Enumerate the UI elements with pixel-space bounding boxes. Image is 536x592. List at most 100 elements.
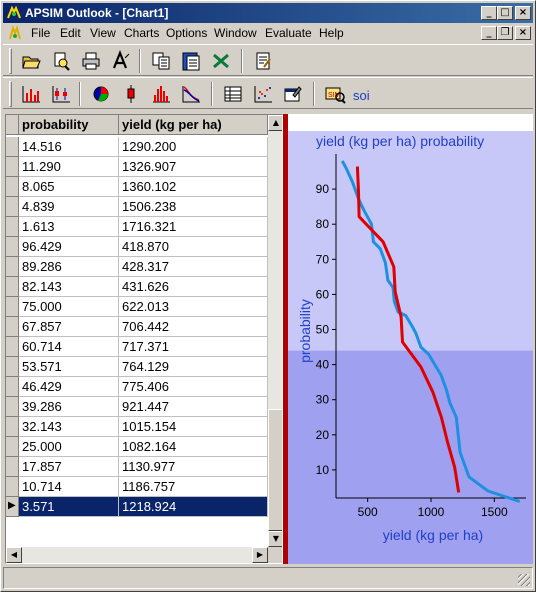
cell-yield[interactable]: 1015.154 <box>119 417 268 437</box>
cell-yield[interactable]: 1290.200 <box>119 137 268 157</box>
histogram-button[interactable] <box>149 82 173 106</box>
menu-file[interactable]: File <box>31 26 51 40</box>
table-row[interactable]: 11.290 1326.907 <box>6 157 268 177</box>
row-header[interactable] <box>6 357 19 377</box>
cell-yield[interactable]: 706.442 <box>119 317 268 337</box>
cell-yield[interactable]: 431.626 <box>119 277 268 297</box>
cell-yield[interactable]: 1082.164 <box>119 437 268 457</box>
cell-yield[interactable]: 1130.977 <box>119 457 268 477</box>
table-row[interactable]: 8.065 1360.102 <box>6 177 268 197</box>
cell-yield[interactable]: 1326.907 <box>119 157 268 177</box>
column-header-yield[interactable]: yield (kg per ha) <box>119 115 268 135</box>
cell-probability[interactable]: 53.571 <box>19 357 119 377</box>
cell-probability[interactable]: 75.000 <box>19 297 119 317</box>
row-header[interactable] <box>6 377 19 397</box>
cell-probability[interactable]: 89.286 <box>19 257 119 277</box>
table-row[interactable]: 53.571 764.129 <box>6 357 268 377</box>
menu-evaluate[interactable]: Evaluate <box>265 26 312 40</box>
cell-probability[interactable]: 25.000 <box>19 437 119 457</box>
close-button[interactable]: × <box>515 6 531 20</box>
cell-probability[interactable]: 46.429 <box>19 377 119 397</box>
cell-yield[interactable]: 1186.757 <box>119 477 268 497</box>
horizontal-scrollbar[interactable]: ◀ ▶ <box>6 547 268 563</box>
notes-button[interactable] <box>251 49 275 73</box>
menu-charts[interactable]: Charts <box>124 26 160 40</box>
copy-button[interactable] <box>149 49 173 73</box>
table-row[interactable]: 67.857 706.442 <box>6 317 268 337</box>
table-row[interactable]: 32.143 1015.154 <box>6 417 268 437</box>
table-row[interactable]: 1.613 1716.321 <box>6 217 268 237</box>
cell-probability[interactable]: 8.065 <box>19 177 119 197</box>
row-header[interactable] <box>6 237 19 257</box>
title-bar[interactable]: APSIM Outlook - [Chart1] _ □ × <box>3 3 533 23</box>
scroll-right-button[interactable]: ▶ <box>252 547 268 563</box>
table-row[interactable]: ▶ 3.571 1218.924 <box>6 497 268 517</box>
menu-edit[interactable]: Edit <box>60 26 81 40</box>
scroll-down-button[interactable]: ▼ <box>268 531 282 547</box>
table-row[interactable]: 25.000 1082.164 <box>6 437 268 457</box>
row-header[interactable] <box>6 157 19 177</box>
cell-yield[interactable]: 428.317 <box>119 257 268 277</box>
cell-yield[interactable]: 1716.321 <box>119 217 268 237</box>
row-header[interactable] <box>6 477 19 497</box>
scroll-up-button[interactable]: ▲ <box>268 115 282 131</box>
soi-button[interactable]: SIM <box>323 82 347 106</box>
font-button[interactable] <box>109 49 133 73</box>
minimize-button[interactable]: _ <box>481 6 497 20</box>
print-button[interactable] <box>79 49 103 73</box>
cell-probability[interactable]: 3.571 <box>19 497 119 517</box>
cell-probability[interactable]: 14.516 <box>19 137 119 157</box>
cell-yield[interactable]: 418.870 <box>119 237 268 257</box>
table-row[interactable]: 10.714 1186.757 <box>6 477 268 497</box>
box-chart-button[interactable] <box>49 82 73 106</box>
column-header-probability[interactable]: probability <box>19 115 119 135</box>
table-row[interactable]: 39.286 921.447 <box>6 397 268 417</box>
soi-label[interactable]: soi <box>353 88 370 103</box>
cell-yield[interactable]: 775.406 <box>119 377 268 397</box>
scroll-thumb[interactable] <box>268 409 282 531</box>
maximize-button[interactable]: □ <box>497 6 513 20</box>
row-header[interactable] <box>6 177 19 197</box>
cell-yield[interactable]: 622.013 <box>119 297 268 317</box>
print-preview-button[interactable] <box>49 49 73 73</box>
table-row[interactable]: 75.000 622.013 <box>6 297 268 317</box>
cell-probability[interactable]: 32.143 <box>19 417 119 437</box>
vertical-scrollbar[interactable]: ▲ ▼ <box>268 115 282 547</box>
resize-grip[interactable] <box>518 574 530 586</box>
table-row[interactable]: 82.143 431.626 <box>6 277 268 297</box>
cell-yield[interactable]: 764.129 <box>119 357 268 377</box>
scroll-left-button[interactable]: ◀ <box>6 547 22 563</box>
cell-probability[interactable]: 39.286 <box>19 397 119 417</box>
pane-splitter[interactable] <box>283 114 288 564</box>
mdi-restore-button[interactable]: ❐ <box>497 26 513 40</box>
cell-probability[interactable]: 60.714 <box>19 337 119 357</box>
chart-window-icon[interactable] <box>7 25 23 41</box>
row-header[interactable] <box>6 397 19 417</box>
cell-probability[interactable]: 67.857 <box>19 317 119 337</box>
table-row[interactable]: 4.839 1506.238 <box>6 197 268 217</box>
menu-window[interactable]: Window <box>214 26 257 40</box>
row-header[interactable] <box>6 437 19 457</box>
row-header[interactable] <box>6 137 19 157</box>
table-row[interactable]: 96.429 418.870 <box>6 237 268 257</box>
cell-probability[interactable]: 10.714 <box>19 477 119 497</box>
cell-probability[interactable]: 4.839 <box>19 197 119 217</box>
cell-yield[interactable]: 1506.238 <box>119 197 268 217</box>
mdi-minimize-button[interactable]: _ <box>481 26 497 40</box>
paste-button[interactable] <box>179 49 203 73</box>
cell-probability[interactable]: 82.143 <box>19 277 119 297</box>
row-header[interactable] <box>6 337 19 357</box>
table-button[interactable] <box>221 82 245 106</box>
cell-yield[interactable]: 1218.924 <box>119 497 268 517</box>
cell-probability[interactable]: 96.429 <box>19 237 119 257</box>
menu-help[interactable]: Help <box>319 26 344 40</box>
row-header[interactable] <box>6 277 19 297</box>
scatter-button[interactable] <box>251 82 275 106</box>
cell-probability[interactable]: 17.857 <box>19 457 119 477</box>
row-header[interactable] <box>6 457 19 477</box>
cell-yield[interactable]: 921.447 <box>119 397 268 417</box>
row-header[interactable]: ▶ <box>6 497 19 517</box>
excel-button[interactable] <box>209 49 233 73</box>
row-header[interactable] <box>6 217 19 237</box>
mdi-close-button[interactable]: × <box>515 26 531 40</box>
